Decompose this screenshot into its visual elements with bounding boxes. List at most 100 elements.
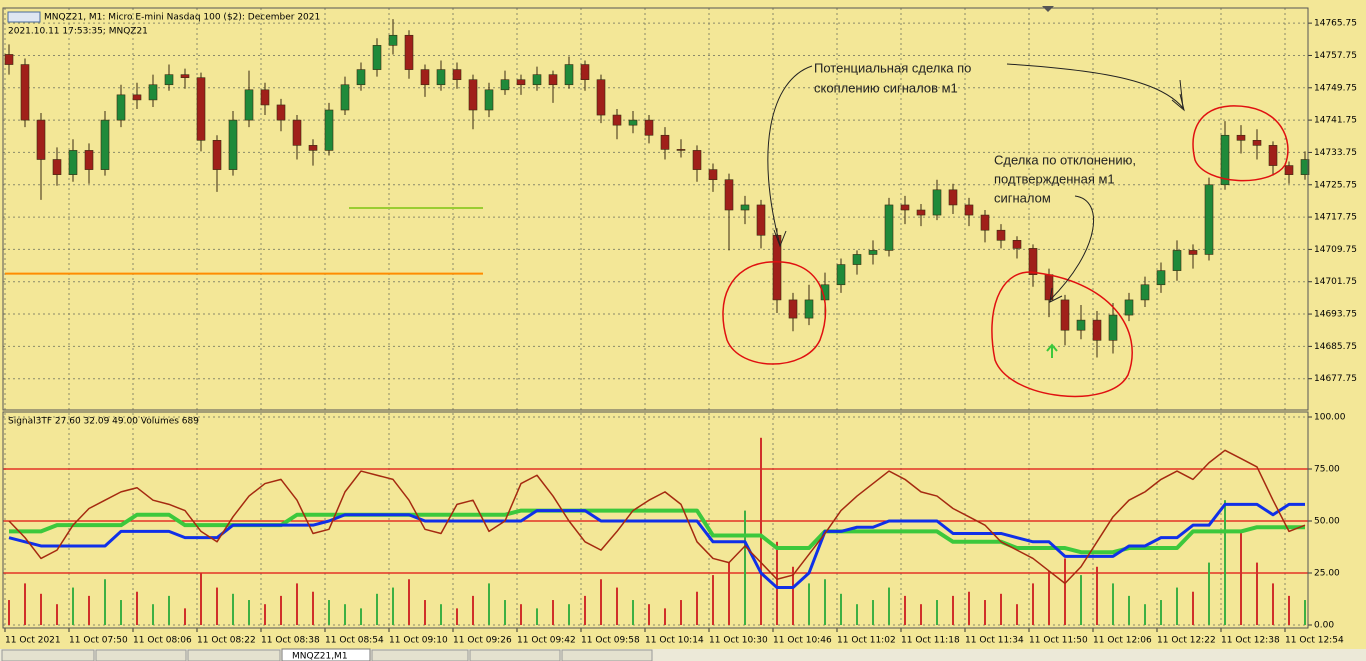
tab[interactable] [371,649,469,661]
candle-body [612,114,622,126]
volume-bar [1192,591,1194,625]
y2-tick-label: 50.00 [1314,517,1340,527]
candle-body [468,79,478,111]
candle-body [1220,134,1230,186]
indicator-line [8,449,1306,585]
volume-bar [1208,562,1210,625]
y-tick-label: 14741.75 [1314,116,1357,126]
x-tick-label: 11 Oct 11:02 [837,636,896,646]
volume-bar [72,587,74,625]
tab-active[interactable] [281,648,371,661]
y-tick-label: 14717.75 [1314,213,1357,223]
volume-bar [536,608,538,625]
volume-bar [1256,562,1258,625]
volume-bar [1128,595,1130,625]
candle-body [1044,274,1054,301]
volume-bar [1064,558,1066,625]
volume-bar [840,593,842,625]
x-tick-label: 11 Oct 11:50 [1029,636,1088,646]
shift-marker [1042,6,1054,12]
candle-body [724,179,734,211]
candle-body [1156,270,1166,286]
candle-body [180,74,190,78]
candle-body [484,89,494,111]
volume-bar [232,593,234,625]
volume-bar [472,595,474,625]
volume-bar [824,579,826,625]
candle-body [596,79,606,116]
candle-body [420,69,430,86]
candle-body [692,150,702,170]
candle-body [404,34,414,70]
candle-body [116,94,126,121]
candle-body [996,229,1006,241]
annotation: Потенциальная сделка по [814,60,971,75]
candle-body [340,84,350,111]
candle-body [1108,314,1118,341]
indicator-frame [2,411,1309,629]
arrow [1171,93,1185,112]
candle-body [1076,319,1086,331]
candle-body [52,159,62,175]
x-tick-label: 11 Oct 09:42 [517,636,576,646]
x-tick-label: 11 Oct 08:38 [261,636,320,646]
circle [991,271,1133,398]
volume-bar [424,600,426,625]
volume-bar [1144,604,1146,625]
volume-bar [296,583,298,625]
arrow-head [773,229,787,248]
candle-body [1268,145,1278,166]
volume-bar [680,600,682,625]
volume-bar [856,604,858,625]
y-tick-label: 14765.75 [1314,19,1357,29]
candle-body [356,69,366,86]
tab[interactable] [95,649,187,661]
circle [722,261,827,365]
candle-body [100,119,110,170]
candle-body [532,74,542,86]
arrow [1179,79,1184,109]
volume-bar [56,604,58,625]
volume-bar [888,587,890,625]
x-tick-label: 11 Oct 08:06 [133,636,192,646]
x-tick-label: 11 Oct 10:30 [709,636,768,646]
volume-bar [744,510,746,625]
tab[interactable] [1,649,95,661]
y2-tick-label: 0.00 [1314,621,1334,631]
volume-bar [600,579,602,625]
volume-bar [728,562,730,625]
volume-bar [1096,566,1098,625]
x-tick-label: 11 Oct 09:10 [389,636,448,646]
candle-body [868,250,878,255]
candle-body [932,189,942,216]
candle-body [964,204,974,216]
arrows [767,63,1185,303]
circle [1192,105,1289,182]
volume-bar [360,608,362,625]
candle-body [548,74,558,86]
volume-bar [1016,604,1018,625]
x-tick-label: 11 Oct 11:18 [901,636,960,646]
candle-body [1284,165,1294,175]
volume-bar [184,608,186,625]
volume-bar [456,608,458,625]
annotation: скоплению сигналов м1 [814,80,958,95]
volume-bar [104,579,106,625]
volume-bar [552,600,554,625]
y-tick-label: 14701.75 [1314,277,1357,287]
tab[interactable] [469,649,561,661]
candle-body [708,169,718,181]
tab[interactable] [187,649,281,661]
tab[interactable] [561,649,653,661]
x-tick-label: 11 Oct 07:50 [69,636,128,646]
candle-body [436,69,446,86]
candle-body [164,74,174,86]
x-tick-label: 11 Oct 09:26 [453,636,512,646]
candle-body [1204,184,1214,255]
volume-bar [440,604,442,625]
volume-bar [568,604,570,625]
volume-bar [488,583,490,625]
candle-body [884,204,894,251]
